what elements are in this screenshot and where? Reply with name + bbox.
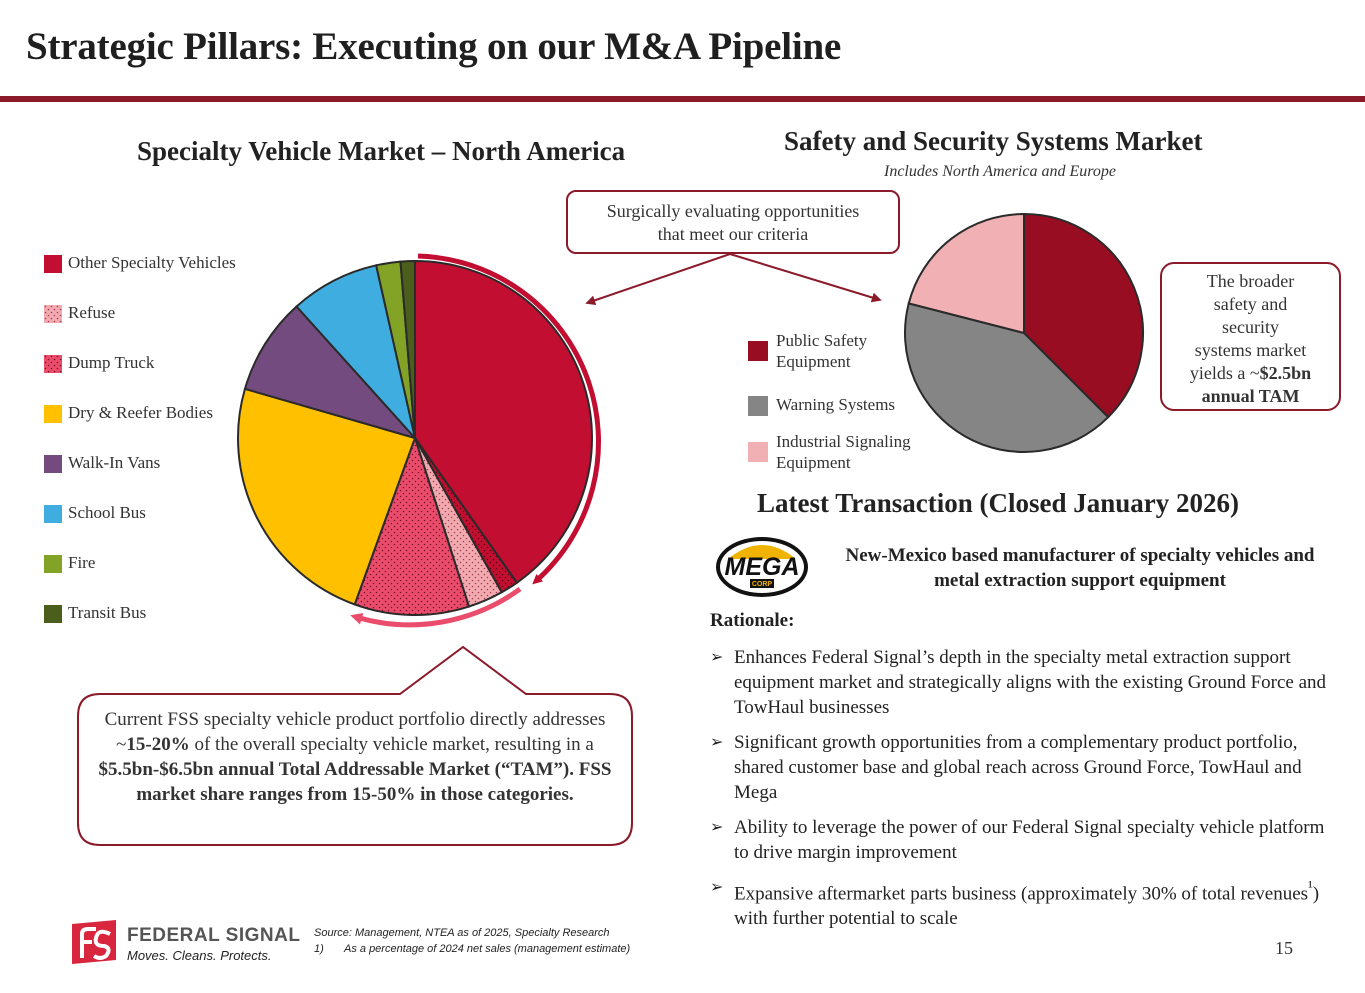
fss-callout-text: Current FSS specialty vehicle product po…	[78, 694, 632, 845]
source-note: Source: Management, NTEA as of 2025, Spe…	[314, 925, 630, 957]
bullet-arrow-icon: ➢	[710, 879, 724, 896]
footnote-text: As a percentage of 2024 net sales (manag…	[344, 943, 631, 955]
list-item: ➢ Expansive aftermarket parts business (…	[710, 875, 1330, 931]
bullet-arrow-icon: ➢	[710, 819, 724, 836]
bullet-text: Expansive aftermarket parts business (ap…	[734, 883, 1309, 905]
safety-chart-title: Safety and Security Systems Market	[784, 126, 1203, 156]
legend-swatch	[748, 341, 768, 361]
fss-text-part2: of the overall specialty vehicle market,…	[189, 734, 594, 755]
transaction-heading: Latest Transaction (Closed January 2026)	[757, 488, 1240, 518]
legend-label: Public Safety Equipment	[776, 331, 868, 371]
evaluation-callout: Surgically evaluating opportunities that…	[566, 190, 900, 254]
safety-chart-subtitle: Includes North America and Europe	[884, 163, 1116, 180]
page-number: 15	[1275, 938, 1293, 958]
federal-signal-logo-icon	[72, 920, 116, 964]
legend-swatch	[748, 396, 768, 416]
legend-label: School Bus	[68, 503, 146, 522]
specialty-chart-title: Specialty Vehicle Market – North America	[137, 136, 626, 166]
bullet-arrow-icon: ➢	[710, 649, 724, 666]
pie-slice-warning-systems	[904, 302, 1110, 453]
list-item: ➢ Ability to leverage the power of our F…	[710, 815, 1330, 865]
tam-value: $2.5bn	[1259, 363, 1312, 383]
pie-slice-walk-in-vans	[243, 305, 419, 440]
brand-name: FEDERAL SIGNAL	[127, 925, 301, 946]
legend-label: Industrial Signaling Equipment	[776, 432, 911, 472]
legend-swatch	[44, 505, 62, 523]
legend-swatch	[44, 355, 62, 373]
tam-line5-text: yields a ~	[1189, 363, 1260, 383]
pie-slice-other-specialty-vehicles	[414, 259, 593, 585]
mega-logo-text: MEGA	[725, 553, 800, 581]
pie-slice-dump-truck-hatched	[414, 437, 519, 594]
bullet-text-end: ) with further potential to scale	[734, 883, 1320, 930]
tam-line6: annual TAM	[1201, 386, 1300, 406]
evaluation-callout-line1: Surgically evaluating opportunities	[606, 201, 860, 221]
tam-line2: safety and	[1213, 294, 1288, 314]
footnote: 1) As a percentage of 2024 net sales (man…	[314, 941, 630, 957]
tam-callout: The broader safety and security systems …	[1160, 262, 1341, 411]
pie-slice-school-bus	[295, 264, 417, 442]
mega-logo-sub: CORP	[752, 581, 773, 588]
fss-bold2: $5.5bn-$6.5bn annual Total Addressable M…	[98, 759, 612, 805]
legend-label: Other Specialty Vehicles	[68, 253, 236, 272]
tam-line3: security	[1222, 317, 1279, 337]
legend-label: Warning Systems	[776, 395, 896, 414]
legend-label: Dry & Reefer Bodies	[68, 403, 213, 422]
fss-bold1: 15-20%	[126, 734, 190, 755]
tam-line4: systems market	[1194, 340, 1307, 360]
bullet-text: Enhances Federal Signal’s depth in the s…	[734, 647, 1327, 718]
slide-title: Strategic Pillars: Executing on our M&A …	[26, 25, 842, 68]
list-item: ➢ Enhances Federal Signal’s depth in the…	[710, 645, 1330, 720]
legend-label: Dump Truck	[68, 353, 155, 372]
list-item: ➢ Significant growth opportunities from …	[710, 730, 1330, 805]
callout-connector-right	[729, 253, 882, 303]
legend-swatch	[44, 405, 62, 423]
pie-slice-public-safety-equipment	[1023, 212, 1144, 419]
legend-swatch	[44, 555, 62, 573]
tam-line1: The broader	[1206, 271, 1295, 291]
legend-label: Refuse	[68, 303, 116, 322]
title-divider	[0, 96, 1365, 102]
legend-swatch	[44, 305, 62, 323]
rationale-label: Rationale:	[710, 610, 795, 631]
tam-line5: yields a ~$2.5bn	[1162, 362, 1339, 385]
pie-slice-fire	[374, 260, 416, 439]
bullet-arrow-icon: ➢	[710, 734, 724, 751]
bullet-text: Ability to leverage the power of our Fed…	[734, 817, 1325, 863]
pie-slice-industrial-signaling-equipment	[907, 212, 1025, 335]
legend-label: Fire	[68, 553, 96, 572]
coverage-arc-arrow-pink	[350, 586, 522, 628]
legend-swatch	[748, 442, 768, 462]
legend-swatch	[44, 605, 62, 623]
pie-slice-dump-truck	[353, 434, 471, 616]
callout-connector-left	[585, 253, 731, 306]
coverage-arc-arrow	[417, 253, 601, 585]
pie-slice-refuse	[414, 437, 504, 608]
footnote-number: 1)	[314, 943, 324, 955]
pie-slice-transit-bus	[399, 259, 416, 439]
bullet-text: Significant growth opportunities from a …	[734, 732, 1302, 803]
rationale-list: ➢ Enhances Federal Signal’s depth in the…	[710, 645, 1330, 941]
evaluation-callout-line2: that meet our criteria	[657, 224, 809, 244]
legend-label: Transit Bus	[68, 603, 147, 622]
pie-slice-dry-reefer-bodies	[237, 387, 417, 606]
brand-tagline: Moves. Cleans. Protects.	[127, 948, 272, 963]
legend-swatch	[44, 255, 62, 273]
legend-swatch	[44, 455, 62, 473]
legend-label: Walk-In Vans	[68, 453, 161, 472]
mega-logo: MEGA CORP	[716, 537, 808, 597]
source-text: Source: Management, NTEA as of 2025, Spe…	[314, 927, 610, 939]
transaction-description: New-Mexico based manufacturer of special…	[845, 545, 1315, 591]
footnote-marker: ¹	[1308, 879, 1313, 896]
fss-text-part1: Current FSS specialty vehicle product po…	[104, 709, 606, 755]
